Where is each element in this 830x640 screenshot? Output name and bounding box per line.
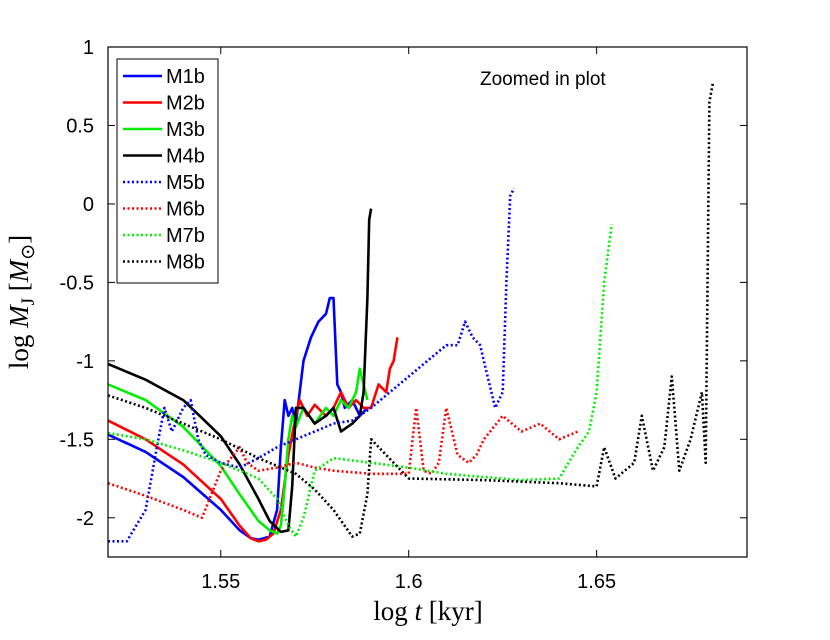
legend-label-m8b: M8b (166, 252, 205, 274)
series-layer (108, 81, 715, 543)
y-axis-title: log MJ [M⊙] (4, 235, 39, 369)
y-tick-label: -2 (76, 508, 94, 530)
legend-label-m1b: M1b (166, 66, 205, 88)
legend-label-m2b: M2b (166, 93, 205, 115)
y-tick-label: 0 (83, 194, 94, 216)
x-tick-label: 1.65 (577, 571, 616, 593)
legend-label-m6b: M6b (166, 199, 205, 221)
y-tick-label: -1 (76, 351, 94, 373)
y-tick-label: 1 (83, 37, 94, 59)
legend-label-m5b: M5b (166, 172, 205, 194)
series-line-m3b (108, 367, 369, 535)
zoom-annotation: Zoomed in plot (480, 69, 606, 90)
x-axis-title: log t [kyr] (373, 596, 483, 626)
y-tick-label: -1.5 (60, 429, 94, 451)
legend-label-m7b: M7b (166, 225, 205, 247)
y-tick-label: -0.5 (60, 272, 94, 294)
y-tick-label: 0.5 (66, 115, 94, 137)
legend-box (116, 58, 219, 284)
legend-label-m3b: M3b (166, 119, 205, 141)
series-line-m4b (108, 208, 373, 534)
plot-frame (107, 46, 748, 558)
x-tick-label: 1.6 (395, 571, 423, 593)
legend-label-m4b: M4b (166, 146, 205, 168)
series-line-m7b (108, 224, 613, 538)
series-line-m8b (108, 81, 715, 538)
x-tick-label: 1.55 (201, 571, 240, 593)
series-line-m5b (108, 187, 516, 543)
series-line-m2b (108, 337, 399, 543)
series-line-m6b (108, 406, 579, 520)
series-line-m1b (108, 296, 369, 541)
legend: M1b M2b M3b M4b M5b M6b M7b M8b (116, 58, 219, 284)
tick-layer: 1.55 1.6 1.65 -2 -1.5 -1 -0.5 0 0.5 1 (60, 37, 747, 593)
